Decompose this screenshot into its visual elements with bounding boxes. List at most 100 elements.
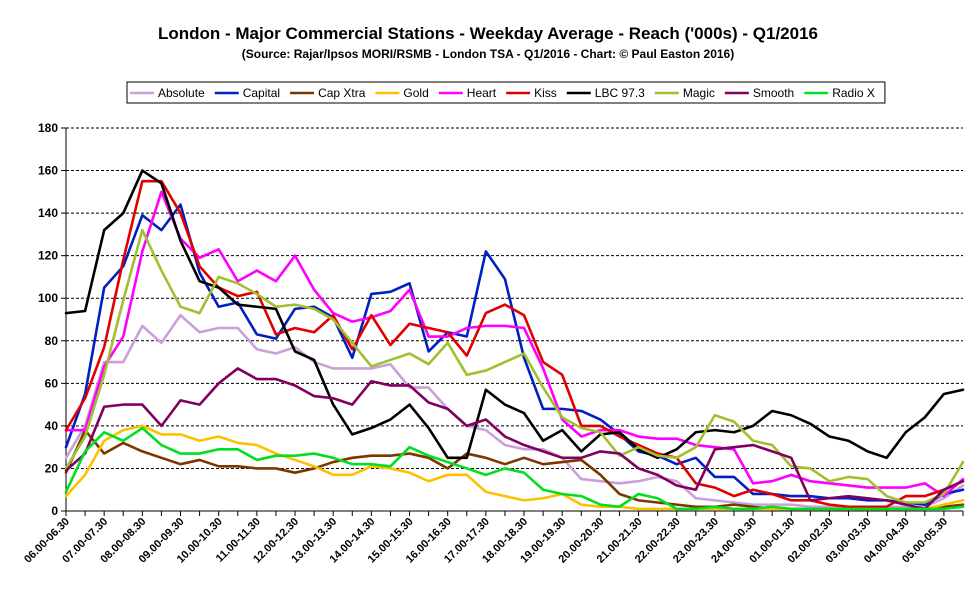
data-point (122, 442, 125, 444)
y-tick-label: 100 (38, 291, 58, 305)
data-point (484, 473, 487, 476)
data-point (752, 444, 754, 446)
data-point (427, 327, 430, 329)
y-tick-label: 160 (38, 164, 58, 178)
legend-label: Magic (683, 86, 715, 100)
data-point (580, 450, 583, 453)
data-point (103, 229, 106, 232)
data-point (561, 429, 564, 432)
data-point (351, 356, 354, 359)
data-point (160, 190, 163, 193)
chart-subtitle: (Source: Rajar/Ipsos MORI/RSMB - London … (242, 47, 734, 61)
data-point (370, 380, 373, 383)
data-point (84, 450, 86, 453)
data-point (694, 507, 697, 510)
data-point (599, 503, 602, 506)
data-point (504, 403, 506, 406)
series-magic (64, 228, 965, 504)
data-point (427, 350, 430, 353)
data-point (847, 495, 850, 498)
data-point (523, 448, 525, 451)
data-point (809, 505, 812, 508)
y-tick-label: 140 (38, 206, 58, 220)
series-line-capital (64, 203, 965, 506)
data-point (523, 444, 525, 446)
data-point (141, 214, 144, 217)
data-point (561, 416, 564, 419)
legend-box (126, 81, 886, 104)
data-point (618, 493, 621, 495)
data-point (370, 454, 373, 457)
data-point (713, 505, 716, 508)
data-point (484, 418, 487, 421)
data-point (656, 497, 659, 500)
data-point (675, 507, 678, 510)
data-point (752, 493, 754, 495)
data-point (446, 342, 449, 344)
data-point (65, 490, 67, 493)
legend-label: Radio X (832, 86, 875, 100)
data-point (370, 427, 373, 429)
data-point (313, 305, 316, 308)
data-point (847, 484, 850, 487)
data-point (408, 471, 411, 474)
data-point (179, 399, 182, 402)
data-point (923, 482, 926, 485)
data-point (179, 433, 182, 436)
data-point (637, 446, 640, 449)
data-point (179, 305, 182, 308)
data-point (351, 403, 354, 406)
data-point (408, 452, 411, 455)
data-point (504, 278, 506, 280)
data-point (294, 254, 296, 257)
data-point (771, 507, 774, 510)
data-point (523, 499, 525, 502)
data-point (752, 488, 754, 491)
data-point (236, 442, 239, 444)
data-point (790, 495, 793, 498)
legend: Absolute Capital Cap Xtra Gold Heart Kiss LBC … (126, 81, 886, 104)
y-tick-label: 0 (51, 504, 58, 518)
data-point (217, 305, 220, 308)
data-point (236, 282, 239, 285)
data-point (389, 359, 392, 361)
data-point (962, 480, 964, 483)
legend-item-kiss: Kiss (506, 86, 557, 100)
data-point (160, 444, 163, 446)
data-point (733, 503, 735, 506)
data-point (332, 314, 335, 317)
data-point (618, 431, 621, 434)
data-point (236, 465, 239, 468)
data-point (294, 471, 296, 474)
data-point (656, 473, 659, 476)
data-point (885, 505, 888, 508)
data-point (484, 312, 487, 315)
data-point (599, 424, 602, 427)
data-point (790, 507, 793, 510)
data-point (465, 373, 468, 376)
data-point (904, 431, 907, 434)
data-point (427, 456, 430, 459)
data-point (923, 416, 926, 419)
data-point (446, 456, 449, 459)
data-point (504, 444, 506, 446)
data-point (523, 356, 525, 359)
data-point (465, 327, 468, 329)
data-point (618, 435, 621, 438)
data-point (370, 465, 373, 468)
legend-item-lbc-97-3: LBC 97.3 (566, 86, 645, 100)
data-point (885, 507, 888, 510)
data-point (217, 286, 220, 289)
data-point (599, 480, 602, 483)
data-point (962, 499, 964, 502)
data-point (656, 454, 659, 457)
data-point (465, 456, 468, 459)
data-point (580, 435, 583, 438)
data-point (160, 456, 163, 459)
data-point (637, 480, 640, 483)
y-tick-label: 20 (45, 461, 59, 475)
data-point (103, 439, 106, 442)
data-point (675, 503, 678, 506)
data-point (141, 403, 144, 406)
data-point (694, 497, 697, 500)
